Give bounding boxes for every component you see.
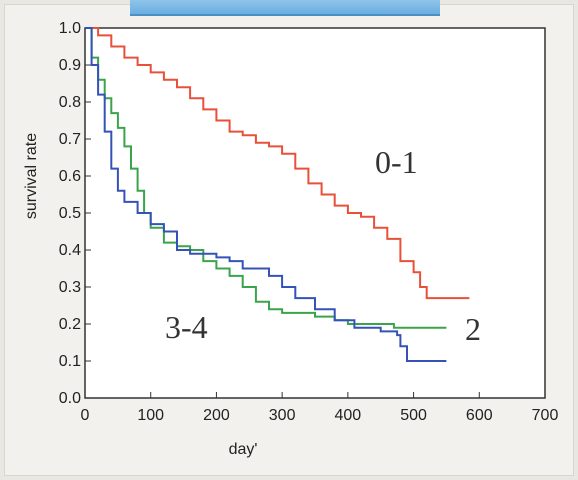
x-axis-title: day' (229, 441, 258, 458)
y-tick-label: 0.2 (59, 316, 81, 333)
series-layer (85, 27, 470, 362)
group-label-0-1: 0-1 (375, 144, 418, 180)
blue-banner (130, 0, 440, 16)
series-line-3-4 (85, 27, 447, 362)
x-tick-label: 300 (269, 407, 296, 424)
y-tick-label: 0.7 (59, 131, 81, 148)
y-tick-label: 0.4 (59, 242, 81, 259)
plot-area (84, 27, 546, 399)
y-tick-label: 0.0 (59, 390, 81, 407)
y-tick-label: 0.3 (59, 279, 81, 296)
x-tick-label: 100 (137, 407, 164, 424)
series-line-2 (85, 27, 447, 329)
x-axis: 0 100 200 300 400 500 600 700 (81, 392, 559, 424)
y-tick-label: 0.6 (59, 168, 81, 185)
x-tick-label: 200 (203, 407, 230, 424)
x-tick-label: 600 (466, 407, 493, 424)
y-tick-label: 1.0 (59, 20, 81, 37)
y-axis-title: survival rate (23, 133, 40, 219)
y-tick-label: 0.8 (59, 94, 81, 111)
series-line-0-1 (85, 27, 470, 300)
y-tick-label: 0.9 (59, 57, 81, 74)
x-tick-label: 500 (400, 407, 427, 424)
x-tick-label: 400 (335, 407, 362, 424)
y-tick-label: 0.1 (59, 353, 81, 370)
group-label-3-4: 3-4 (165, 309, 208, 345)
x-tick-label: 0 (81, 407, 90, 424)
y-axis: 0.0 0.1 0.2 0.3 0.4 0.5 0.6 0.7 0.8 0.9 1.0 (59, 20, 91, 407)
y-tick-label: 0.5 (59, 205, 81, 222)
x-tick-label: 700 (532, 407, 559, 424)
group-label-2: 2 (465, 311, 481, 347)
